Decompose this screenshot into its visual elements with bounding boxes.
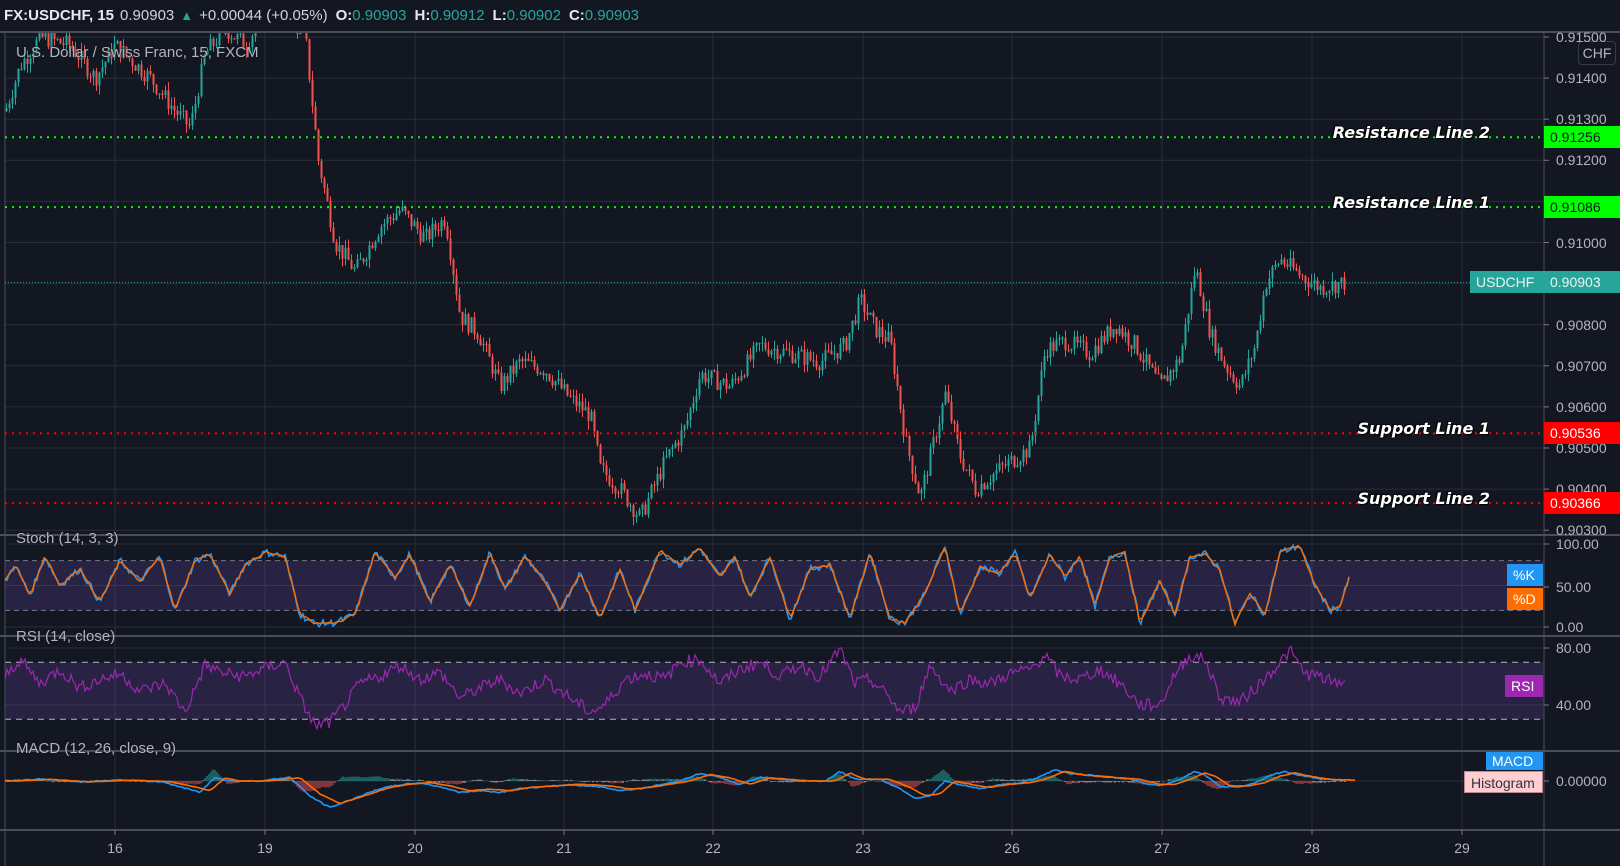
low-label: L: xyxy=(492,6,507,24)
symbol-name[interactable]: FX:USDCHF, 15 xyxy=(4,6,115,24)
price-tick: 0.90700 xyxy=(1556,357,1607,374)
time-tick: 28 xyxy=(1304,840,1320,856)
stoch-tick-50: 50.00 xyxy=(1556,579,1592,595)
stoch-d-badge: %D xyxy=(1507,588,1543,610)
time-tick: 20 xyxy=(407,840,423,856)
last-price: 0.90903 xyxy=(120,6,175,24)
time-tick: 26 xyxy=(1004,840,1020,856)
support-line-1-label: Support Line 1 xyxy=(1357,419,1490,438)
main-pane-title[interactable]: U.S. Dollar / Swiss Franc, 15, FXCM xyxy=(16,44,259,61)
currency-badge[interactable]: CHF xyxy=(1578,41,1616,65)
stoch-tick-100: 100.00 xyxy=(1556,536,1599,552)
price-tick: 0.90600 xyxy=(1556,398,1607,415)
price-tick: 0.91000 xyxy=(1556,234,1607,251)
high-value: 0.90912 xyxy=(430,6,485,24)
low-value: 0.90902 xyxy=(506,6,561,24)
macd-tick-0: 0.00000 xyxy=(1556,773,1607,789)
time-tick: 27 xyxy=(1154,840,1170,856)
price-tick: 0.91300 xyxy=(1556,111,1607,128)
close-value: 0.90903 xyxy=(584,6,640,24)
price-tick: 0.90800 xyxy=(1556,316,1607,333)
price-tick: 0.91400 xyxy=(1556,70,1607,87)
rsi-badge: RSI xyxy=(1505,675,1543,697)
resistance-line-1-price-badge: 0.91086 xyxy=(1544,196,1620,218)
time-tick: 21 xyxy=(556,840,572,856)
price-tick: 0.91500 xyxy=(1556,29,1607,45)
time-tick: 23 xyxy=(855,840,871,856)
symbol-header: FX:USDCHF, 15 0.90903 ▲ +0.00044 (+0.05%… xyxy=(0,0,1620,30)
rsi-tick-80: 80.00 xyxy=(1556,640,1592,656)
macd-pane-title[interactable]: MACD (12, 26, close, 9) xyxy=(16,740,177,757)
stoch-tick-0: 0.00 xyxy=(1556,619,1584,635)
up-triangle-icon: ▲ xyxy=(180,7,194,23)
last-price-badge: 0.90903 xyxy=(1544,271,1620,293)
support-line-1-price-badge: 0.90536 xyxy=(1544,422,1620,444)
resistance-line-2-price-badge: 0.91256 xyxy=(1544,126,1620,148)
time-tick: 22 xyxy=(705,840,721,856)
price-tick: 0.90500 xyxy=(1556,440,1607,456)
histogram-badge: Histogram xyxy=(1464,771,1543,793)
rsi-pane-title[interactable]: RSI (14, close) xyxy=(16,628,116,645)
rsi-tick-40: 40.00 xyxy=(1556,697,1592,713)
resistance-line-1-label: Resistance Line 1 xyxy=(1332,193,1490,212)
time-tick: 16 xyxy=(107,840,123,856)
price-tick: 0.90300 xyxy=(1556,522,1607,539)
price-tick: 0.91200 xyxy=(1556,152,1607,169)
support-line-2-label: Support Line 2 xyxy=(1357,489,1490,508)
close-label: C: xyxy=(568,6,585,24)
open-value: 0.90903 xyxy=(352,6,407,24)
symbol-name-badge: USDCHF xyxy=(1470,271,1544,293)
price-change: +0.00044 (+0.05%) xyxy=(199,6,328,24)
resistance-line-2-label: Resistance Line 2 xyxy=(1332,123,1490,142)
open-label: O: xyxy=(335,6,353,24)
stoch-pane-title[interactable]: Stoch (14, 3, 3) xyxy=(16,530,119,547)
time-tick: 29 xyxy=(1454,840,1470,856)
time-tick: 19 xyxy=(257,840,273,856)
stoch-k-badge: %K xyxy=(1507,564,1543,586)
macd-badge: MACD xyxy=(1486,752,1543,770)
high-label: H: xyxy=(414,6,431,24)
support-line-2-price-badge: 0.90366 xyxy=(1544,492,1620,514)
